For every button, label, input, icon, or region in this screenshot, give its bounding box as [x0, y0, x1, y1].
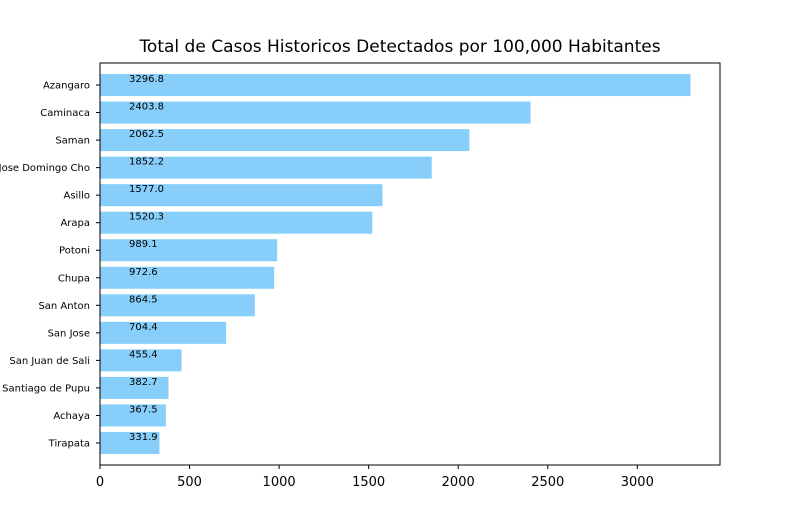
bar-2 — [100, 129, 470, 152]
x-tick-label-0: 0 — [96, 475, 104, 490]
category-labels: Azangaro Caminaca Saman Jose Domingo Cho Asi… — [0, 81, 100, 449]
category-label-5: Arapa — [60, 218, 90, 229]
category-label-3: Jose Domingo Cho — [0, 163, 90, 174]
data-label-1: 2403.8 — [129, 102, 164, 113]
data-label-2: 2062.5 — [129, 129, 164, 140]
bar-12 — [100, 404, 166, 427]
data-label-9: 704.4 — [129, 322, 158, 333]
bar-3 — [100, 156, 432, 179]
category-label-1: Caminaca — [40, 108, 90, 119]
x-axis: 0 500 1000 1500 2000 2500 3000 — [96, 465, 654, 490]
x-tick-label-1: 500 — [177, 475, 202, 490]
data-label-8: 864.5 — [129, 294, 158, 305]
bar-13 — [100, 431, 160, 454]
bar-8 — [100, 294, 255, 317]
x-tick-label-2: 1000 — [263, 475, 296, 490]
data-label-13: 331.9 — [129, 432, 158, 443]
x-tick-label-4: 2000 — [442, 475, 475, 490]
x-tick-label-5: 2500 — [531, 475, 564, 490]
category-label-6: Potoni — [59, 246, 90, 257]
data-label-10: 455.4 — [129, 349, 158, 360]
category-label-0: Azangaro — [43, 81, 90, 92]
bar-11 — [100, 376, 169, 399]
category-label-4: Asillo — [63, 191, 90, 202]
chart-title: Total de Casos Historicos Detectados por… — [138, 37, 660, 57]
plot-frame — [99, 62, 721, 466]
category-label-9: San Jose — [48, 328, 90, 339]
bar-6 — [100, 239, 278, 262]
data-label-4: 1577.0 — [129, 184, 164, 195]
category-label-12: Achaya — [53, 411, 90, 422]
bar-9 — [100, 321, 227, 344]
data-label-7: 972.6 — [129, 267, 158, 278]
x-tick-label-3: 1500 — [352, 475, 385, 490]
data-label-3: 1852.2 — [129, 157, 164, 168]
bar-5 — [100, 211, 373, 234]
category-label-10: San Juan de Sali — [9, 356, 90, 367]
bar-4 — [100, 184, 383, 207]
category-label-13: Tirapata — [48, 438, 90, 449]
bar-0 — [100, 74, 691, 97]
data-label-0: 3296.8 — [129, 74, 164, 85]
x-tick-label-6: 3000 — [621, 475, 654, 490]
bar-7 — [100, 266, 275, 289]
bars-group — [100, 74, 691, 454]
data-label-6: 989.1 — [129, 239, 158, 250]
bar-10 — [100, 349, 182, 372]
category-label-7: Chupa — [58, 273, 90, 284]
bar-1 — [100, 101, 531, 124]
data-label-11: 382.7 — [129, 377, 158, 388]
data-label-5: 1520.3 — [129, 212, 164, 223]
data-labels: 3296.8 2403.8 2062.5 1852.2 1577.0 1520.3 989.… — [129, 74, 164, 443]
category-label-11: Santiago de Pupu — [2, 383, 90, 394]
category-label-2: Saman — [55, 136, 90, 147]
data-label-12: 367.5 — [129, 404, 158, 415]
category-label-8: San Anton — [38, 301, 90, 312]
